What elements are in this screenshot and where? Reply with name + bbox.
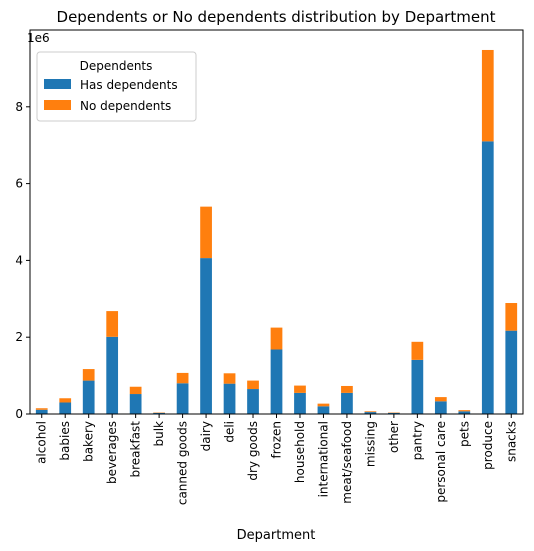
bar-dairy-no-dependents: [200, 206, 212, 259]
bar-deli-has-dependents: [223, 383, 236, 414]
bar-alcohol-no-dependents: [35, 408, 48, 410]
x-tick-label-household: household: [293, 421, 307, 483]
bar-international-has-dependents: [317, 406, 330, 414]
bar-meat-seafood-no-dependents: [341, 385, 353, 393]
x-tick-label-personal-care: personal care: [434, 421, 448, 503]
bar-babies-has-dependents: [59, 402, 72, 414]
bar-produce-has-dependents: [481, 141, 494, 415]
bar-other-has-dependents: [388, 412, 400, 414]
x-axis: alcohol babies bakery beverages breakfast bul…: [35, 414, 518, 505]
legend-swatch-no-dependents: [44, 100, 71, 110]
legend: Dependents Has dependents No dependents: [36, 51, 197, 122]
bar-alcohol-has-dependents: [35, 409, 48, 414]
x-tick-label-deli: deli: [223, 421, 237, 443]
bar-snacks-no-dependents: [505, 303, 518, 331]
bar-missing-no-dependents: [364, 411, 377, 413]
bar-missing-has-dependents: [364, 412, 377, 414]
x-axis-label: Department: [237, 528, 316, 543]
x-tick-label-canned-goods: canned goods: [176, 421, 190, 505]
bar-frozen-has-dependents: [270, 349, 283, 414]
y-tick-label: 4: [15, 253, 23, 267]
bar-deli-no-dependents: [223, 373, 236, 384]
bar-pantry-no-dependents: [411, 341, 424, 360]
legend-label-has-dependents: Has dependents: [80, 78, 178, 92]
bar-pets-no-dependents: [458, 410, 471, 412]
x-tick-label-produce: produce: [481, 421, 495, 470]
bar-canned-goods-has-dependents: [176, 383, 189, 414]
x-tick-label-bulk: bulk: [152, 421, 166, 447]
legend-title: Dependents: [80, 59, 153, 73]
x-tick-label-snacks: snacks: [504, 421, 518, 462]
x-tick-label-breakfast: breakfast: [129, 421, 143, 478]
bar-produce-no-dependents: [481, 49, 494, 142]
bar-breakfast-no-dependents: [129, 386, 142, 395]
x-tick-label-dry-goods: dry goods: [246, 421, 260, 481]
y-scale-label: 1e6: [27, 31, 50, 45]
plot-frame: [29, 29, 524, 415]
bar-babies-no-dependents: [59, 398, 72, 403]
x-tick-label-beverages: beverages: [105, 421, 119, 484]
bar-canned-goods-no-dependents: [176, 372, 189, 384]
bar-bakery-has-dependents: [82, 380, 95, 414]
bar-meat-seafood-has-dependents: [341, 392, 353, 414]
bar-dry-goods-no-dependents: [247, 380, 259, 390]
x-tick-label-frozen: frozen: [270, 421, 284, 459]
x-tick-label-dairy: dairy: [199, 421, 213, 451]
bar-snacks-has-dependents: [505, 330, 518, 414]
legend-label-no-dependents: No dependents: [80, 99, 171, 113]
x-tick-label-bakery: bakery: [82, 421, 96, 462]
y-tick-label: 2: [15, 330, 23, 344]
bars-layer: [35, 49, 518, 415]
legend-swatch-has-dependents: [44, 79, 71, 89]
bar-household-has-dependents: [294, 392, 306, 414]
chart-title: Dependents or No dependents distribution…: [57, 8, 496, 26]
x-tick-label-meat-seafood: meat/seafood: [340, 421, 354, 504]
y-tick-label: 6: [15, 177, 23, 191]
x-tick-label-other: other: [387, 421, 401, 453]
bar-dairy-has-dependents: [200, 258, 212, 414]
bar-bulk-has-dependents: [153, 412, 165, 414]
bar-dry-goods-has-dependents: [247, 389, 259, 414]
y-axis: 0 2 4 6 8: [15, 100, 30, 421]
x-tick-label-international: international: [316, 421, 330, 497]
x-tick-label-pets: pets: [457, 421, 471, 447]
x-tick-label-alcohol: alcohol: [35, 421, 49, 464]
bar-international-no-dependents: [317, 403, 330, 407]
bar-household-no-dependents: [294, 385, 306, 393]
bar-breakfast-has-dependents: [129, 394, 142, 414]
y-tick-label: 0: [15, 407, 23, 421]
y-tick-label: 8: [15, 100, 23, 114]
legend-frame: [36, 51, 197, 122]
bar-beverages-has-dependents: [106, 336, 119, 414]
bar-pets-has-dependents: [458, 411, 471, 414]
x-tick-label-missing: missing: [363, 421, 377, 467]
bar-pantry-has-dependents: [411, 359, 424, 414]
bar-frozen-no-dependents: [270, 327, 283, 350]
x-tick-label-pantry: pantry: [410, 421, 424, 460]
bar-beverages-no-dependents: [106, 311, 119, 337]
x-tick-label-babies: babies: [58, 421, 72, 461]
bar-bakery-no-dependents: [82, 369, 95, 381]
bar-personal-care-no-dependents: [434, 397, 447, 402]
bar-personal-care-has-dependents: [434, 401, 447, 414]
